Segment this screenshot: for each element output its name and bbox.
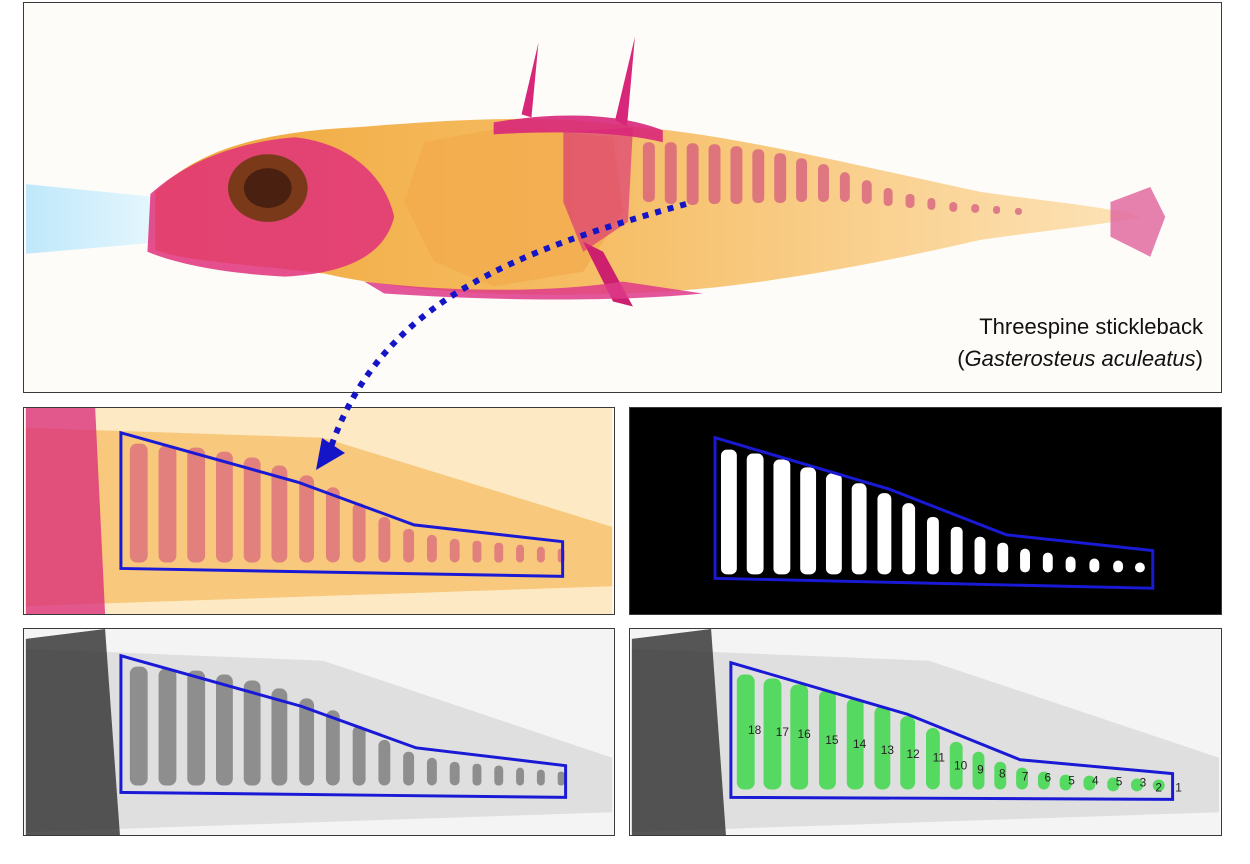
- vertebra-label: 12: [907, 747, 920, 761]
- caudal-fin: [1110, 187, 1166, 257]
- grayscale-image: [25, 629, 613, 835]
- binary-mask-panel: [629, 407, 1222, 615]
- paren-close: ): [1195, 346, 1203, 371]
- vertebra-number-labels: 18 17 16 15 14 13 12 11 10 9 8 7 6 5 4 5…: [748, 723, 1182, 794]
- species-caption: Threespine stickleback (Gasterosteus acu…: [957, 311, 1203, 375]
- crop-stain: [25, 408, 106, 614]
- gray-dark-region: [631, 629, 726, 835]
- crop-vertebrae: [129, 443, 565, 563]
- vertebra-label: 5: [1116, 774, 1123, 788]
- labeled-segmentation-panel: 18 17 16 15 14 13 12 11 10 9 8 7 6 5 4 5…: [629, 628, 1222, 836]
- vertebra-label: 13: [881, 743, 895, 757]
- binary-mask-image: [631, 408, 1220, 614]
- eye-inner: [243, 168, 292, 208]
- segmented-vertebrae: [736, 674, 1165, 792]
- gray-vertebrae: [129, 666, 565, 786]
- vertebra-label: 4: [1092, 773, 1099, 787]
- vertebra-label: 11: [933, 751, 946, 765]
- vertebra-label: 10: [954, 759, 968, 773]
- common-name: Threespine stickleback: [979, 314, 1203, 339]
- dorsal-ridge: [493, 115, 663, 143]
- binary-vertebrae: [720, 449, 1145, 575]
- roi-outline: [729, 660, 1175, 801]
- vertebra-label: 1: [1175, 780, 1182, 794]
- color-crop-image: [25, 408, 613, 614]
- scientific-name: Gasterosteus aculeatus: [964, 346, 1196, 371]
- vertebra-label: 18: [748, 723, 762, 737]
- gray-dark-region: [25, 629, 120, 835]
- vertebrae-row: [642, 142, 1022, 215]
- roi-outline: [119, 653, 568, 799]
- color-crop-panel: [23, 407, 615, 615]
- vertebra-label: 7: [1022, 770, 1029, 784]
- vertebra-label: 3: [1140, 775, 1147, 789]
- scientific-name-line: (Gasterosteus aculeatus): [957, 343, 1203, 375]
- dorsal-spine-2: [615, 36, 635, 127]
- grayscale-panel: [23, 628, 615, 836]
- fish-overview-image: Threespine stickleback (Gasterosteus acu…: [23, 2, 1222, 393]
- vertebra-label: 8: [999, 767, 1006, 781]
- paren-open: (: [957, 346, 965, 371]
- dorsal-spine-1: [521, 42, 539, 118]
- vertebra-label: 16: [798, 727, 812, 741]
- light-rays: [26, 184, 166, 254]
- vertebra-label: 9: [977, 763, 984, 777]
- roi-outline: [713, 435, 1155, 590]
- vertebra-label: 17: [776, 725, 789, 739]
- vertebra-label: 5: [1068, 773, 1075, 787]
- labeled-segmentation-image: 18 17 16 15 14 13 12 11 10 9 8 7 6 5 4 5…: [631, 629, 1220, 835]
- vertebra-label: 14: [853, 737, 867, 751]
- roi-outline: [119, 430, 565, 578]
- vertebra-label: 15: [825, 733, 839, 747]
- vertebra-label: 6: [1045, 771, 1052, 785]
- vertebra-label: 2: [1155, 780, 1162, 794]
